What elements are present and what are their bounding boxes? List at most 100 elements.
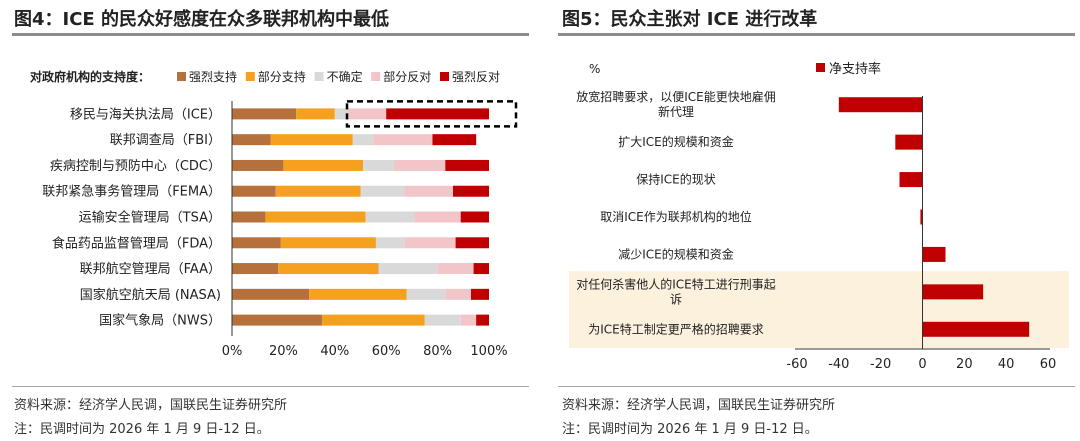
- bar-segment-4: [347, 108, 387, 120]
- right-figure-title: 图5：民众主张对 ICE 进行改革: [562, 9, 818, 30]
- left-source-text: 资料来源：经济学人民调，国联民生证券研究所: [14, 398, 288, 413]
- bar-segment-4: [404, 237, 456, 249]
- category-label: 国家气象局（NWS）: [99, 313, 221, 329]
- x-tick-label: -40: [828, 357, 849, 372]
- bar-segment-4: [373, 134, 433, 146]
- net-support-bar: [922, 321, 1030, 337]
- right-title-rule: [558, 33, 1075, 36]
- category-label: 联邦紧急事务管理局（FEMA）: [42, 184, 221, 200]
- bar-segment-1: [232, 237, 281, 249]
- bar-segment-5: [455, 237, 489, 249]
- bar-segment-3: [352, 134, 374, 146]
- bar-segment-5: [476, 314, 489, 326]
- bar-segment-5: [432, 134, 477, 146]
- legend-label-5: 强烈反对: [452, 70, 500, 84]
- bar-segment-1: [232, 159, 284, 171]
- legend-swatch-2: [245, 72, 255, 81]
- bar-segment-5: [453, 185, 489, 197]
- bar-segment-4: [460, 314, 477, 326]
- bar-segment-4: [414, 211, 461, 223]
- legend-label: 净支持率: [829, 61, 881, 77]
- legend-label-3: 不确定: [327, 69, 363, 84]
- x-tick-label: 80%: [423, 344, 452, 359]
- legend-label-2: 部分支持: [258, 69, 306, 84]
- category-label: 取消ICE作为联邦机构的地位: [600, 209, 752, 224]
- x-tick-label: 20: [956, 357, 973, 372]
- bar-segment-5: [445, 159, 489, 171]
- unit-label: %: [589, 62, 600, 76]
- legend-title: 对政府机构的支持度：: [30, 69, 150, 84]
- category-label: 减少ICE的规模和资金: [618, 246, 734, 261]
- bar-segment-3: [378, 263, 438, 275]
- legend-label-4: 部分反对: [383, 69, 431, 84]
- bar-segment-2: [296, 108, 335, 120]
- legend-swatch-1: [177, 72, 186, 81]
- bar-segment-5: [471, 288, 489, 300]
- net-support-bar: [895, 134, 923, 150]
- bar-segment-1: [232, 263, 279, 275]
- bar-segment-2: [321, 314, 425, 326]
- right-source-text: 资料来源：经济学人民调，国联民生证券研究所: [562, 398, 836, 413]
- x-tick-label: 0: [918, 357, 926, 372]
- bar-segment-3: [360, 185, 405, 197]
- bar-segment-5: [386, 108, 489, 120]
- left-figure-title: 图4：ICE 的民众好感度在众多联邦机构中最低: [14, 9, 389, 30]
- stacked-bar-chart: 对政府机构的支持度： 强烈支持 部分支持 不确定 部分反对 强烈反对移民与海关执法局（IC…: [30, 69, 518, 359]
- left-title-rule: [12, 33, 529, 36]
- legend-swatch-4: [371, 72, 381, 81]
- bar-segment-3: [363, 159, 394, 171]
- x-tick-label: 40: [998, 357, 1015, 372]
- right-note-text: 注：民调时间为 2026 年 1 月 9 日-12 日。: [562, 422, 818, 437]
- category-label: 放宽招聘要求，以便ICE能更快地雇佣新代理: [576, 89, 776, 119]
- bar-segment-1: [232, 108, 297, 120]
- net-support-bar: [922, 246, 946, 262]
- x-tick-label: 100%: [470, 344, 507, 359]
- x-tick-label: -20: [870, 357, 891, 372]
- bar-segment-4: [404, 185, 454, 197]
- x-tick-label: 20%: [269, 344, 298, 359]
- net-support-bar-chart: % 净支持率放宽招聘要求，以便ICE能更快地雇佣新代理扩大ICE的规模和资金保持I…: [569, 61, 1069, 372]
- net-support-bar: [838, 97, 923, 113]
- bar-segment-2: [280, 237, 376, 249]
- category-label: 对任何杀害他人的ICE特工进行刑事起诉: [576, 276, 776, 306]
- legend-swatch-3: [314, 72, 324, 81]
- bar-segment-3: [365, 211, 415, 223]
- bar-segment-2: [270, 134, 353, 146]
- left-note-text: 注：民调时间为 2026 年 1 月 9 日-12 日。: [14, 422, 270, 437]
- left-footer-rule: [12, 386, 529, 387]
- bar-segment-2: [265, 211, 366, 223]
- x-tick-label: 40%: [320, 344, 349, 359]
- x-tick-label: 0%: [222, 344, 243, 359]
- highlight-dashed-box: [345, 100, 518, 128]
- category-label: 联邦调查局（FBI）: [110, 133, 221, 148]
- legend-swatch-5: [440, 72, 449, 81]
- bar-segment-3: [424, 314, 461, 326]
- bar-segment-3: [375, 237, 405, 249]
- category-label: 为ICE特工制定更严格的招聘要求: [588, 321, 764, 336]
- legend-label-1: 强烈支持: [189, 69, 237, 84]
- bar-segment-1: [232, 134, 271, 146]
- bar-segment-3: [334, 108, 348, 120]
- x-tick-label: 60%: [372, 344, 401, 359]
- bar-segment-1: [232, 314, 322, 326]
- category-label: 运输安全管理局（TSA）: [79, 210, 221, 226]
- category-label: 扩大ICE的规模和资金: [618, 134, 734, 149]
- category-label: 联邦航空管理局（FAA）: [80, 261, 221, 277]
- legend-swatch: [816, 63, 825, 72]
- net-support-bar: [922, 284, 984, 300]
- bar-segment-4: [393, 159, 446, 171]
- bar-segment-5: [473, 263, 489, 275]
- category-label: 保持ICE的现状: [636, 172, 716, 187]
- x-tick-label: -60: [786, 357, 807, 372]
- x-tick-label: 60: [1040, 357, 1057, 372]
- bar-segment-2: [309, 288, 407, 300]
- category-label: 国家航空航天局 (NASA): [80, 287, 221, 303]
- bar-segment-5: [460, 211, 489, 223]
- bar-segment-2: [278, 263, 379, 275]
- bar-segment-4: [437, 263, 474, 275]
- category-label: 移民与海关执法局（ICE）: [70, 107, 221, 122]
- bar-segment-1: [232, 288, 310, 300]
- bar-segment-4: [445, 288, 472, 300]
- net-support-bar: [899, 172, 923, 188]
